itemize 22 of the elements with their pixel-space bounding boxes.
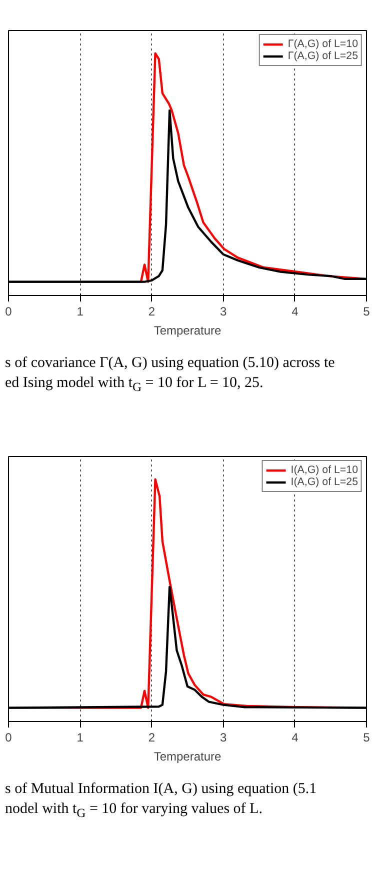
x-tick-label: 2 <box>148 730 156 744</box>
text: ed Ising model with t$_{G}$ = 10 for L = 10, 25. <box>5 375 264 394</box>
x-tick-label: 3 <box>220 304 227 318</box>
x-tick-label: 4 <box>292 730 299 744</box>
text: s of covariance Γ(A, G) using equation (5.10) across te <box>5 355 335 371</box>
x-tick-label: 5 <box>363 304 370 318</box>
legend-label: I(A,G) of L=10 <box>290 464 358 476</box>
x-tick-label: 0 <box>5 730 12 744</box>
x-tick-label: 0 <box>5 304 12 318</box>
legend-label: Γ(A,G) of L=25 <box>288 50 358 62</box>
x-tick-label: 1 <box>76 730 84 744</box>
x-tick-label: 4 <box>292 304 299 318</box>
x-tick-label: 1 <box>76 304 84 318</box>
x-axis-title: Temperature <box>154 324 222 338</box>
text: nodel with t$_{G}$ = 10 for varying values of L. <box>5 801 262 820</box>
legend-label: I(A,G) of L=25 <box>290 476 358 488</box>
x-tick-label: 3 <box>220 730 227 744</box>
legend-label: Γ(A,G) of L=10 <box>288 38 358 50</box>
text: s of Mutual Information I(A, G) using equation (5.1 <box>5 781 317 797</box>
x-tick-label: 5 <box>363 730 370 744</box>
x-tick-label: 2 <box>148 304 156 318</box>
x-axis-title: Temperature <box>154 750 222 764</box>
